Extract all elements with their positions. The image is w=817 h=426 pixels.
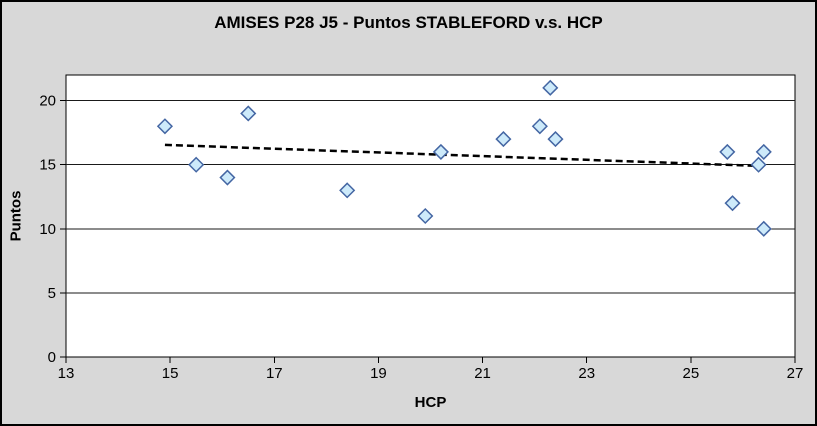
x-tick-label: 17 <box>266 365 283 382</box>
x-tick-label: 23 <box>578 365 595 382</box>
data-point-marker <box>755 220 772 237</box>
data-point-marker <box>219 169 236 186</box>
x-tick-label: 19 <box>370 365 387 382</box>
trendline <box>164 143 762 168</box>
gridlines <box>66 100 795 294</box>
data-point-marker <box>339 182 356 199</box>
data-point-marker <box>432 143 449 160</box>
data-point-marker <box>750 156 767 173</box>
y-tick-label: 5 <box>48 285 56 302</box>
data-point-marker <box>495 131 512 148</box>
data-point-marker <box>724 195 741 212</box>
x-axis-ticks: 13 15 17 19 21 23 25 27 <box>58 357 804 382</box>
data-point-marker <box>240 105 257 122</box>
y-tick-label: 20 <box>39 93 56 110</box>
data-point-marker <box>542 79 559 96</box>
y-tick-label: 15 <box>39 157 56 174</box>
data-point-marker <box>188 156 205 173</box>
data-point-marker <box>417 207 434 225</box>
x-tick-label: 13 <box>58 365 75 382</box>
data-point-marker <box>755 143 772 160</box>
data-point-marker <box>547 131 564 148</box>
x-tick-label: 27 <box>787 365 804 382</box>
data-point-marker <box>719 143 736 160</box>
data-point-marker <box>156 118 173 135</box>
x-tick-label: 21 <box>474 365 491 382</box>
data-points <box>156 79 772 237</box>
x-axis-title: HCP <box>414 394 447 411</box>
x-tick-label: 25 <box>683 365 700 382</box>
y-tick-label: 0 <box>48 349 56 366</box>
y-axis-ticks: 0 5 10 15 20 <box>39 93 66 366</box>
data-point-marker <box>531 118 548 135</box>
y-tick-label: 10 <box>39 221 56 238</box>
chart-title: AMISES P28 J5 - Puntos STABLEFORD v.s. H… <box>214 13 603 32</box>
x-tick-label: 15 <box>162 365 179 382</box>
